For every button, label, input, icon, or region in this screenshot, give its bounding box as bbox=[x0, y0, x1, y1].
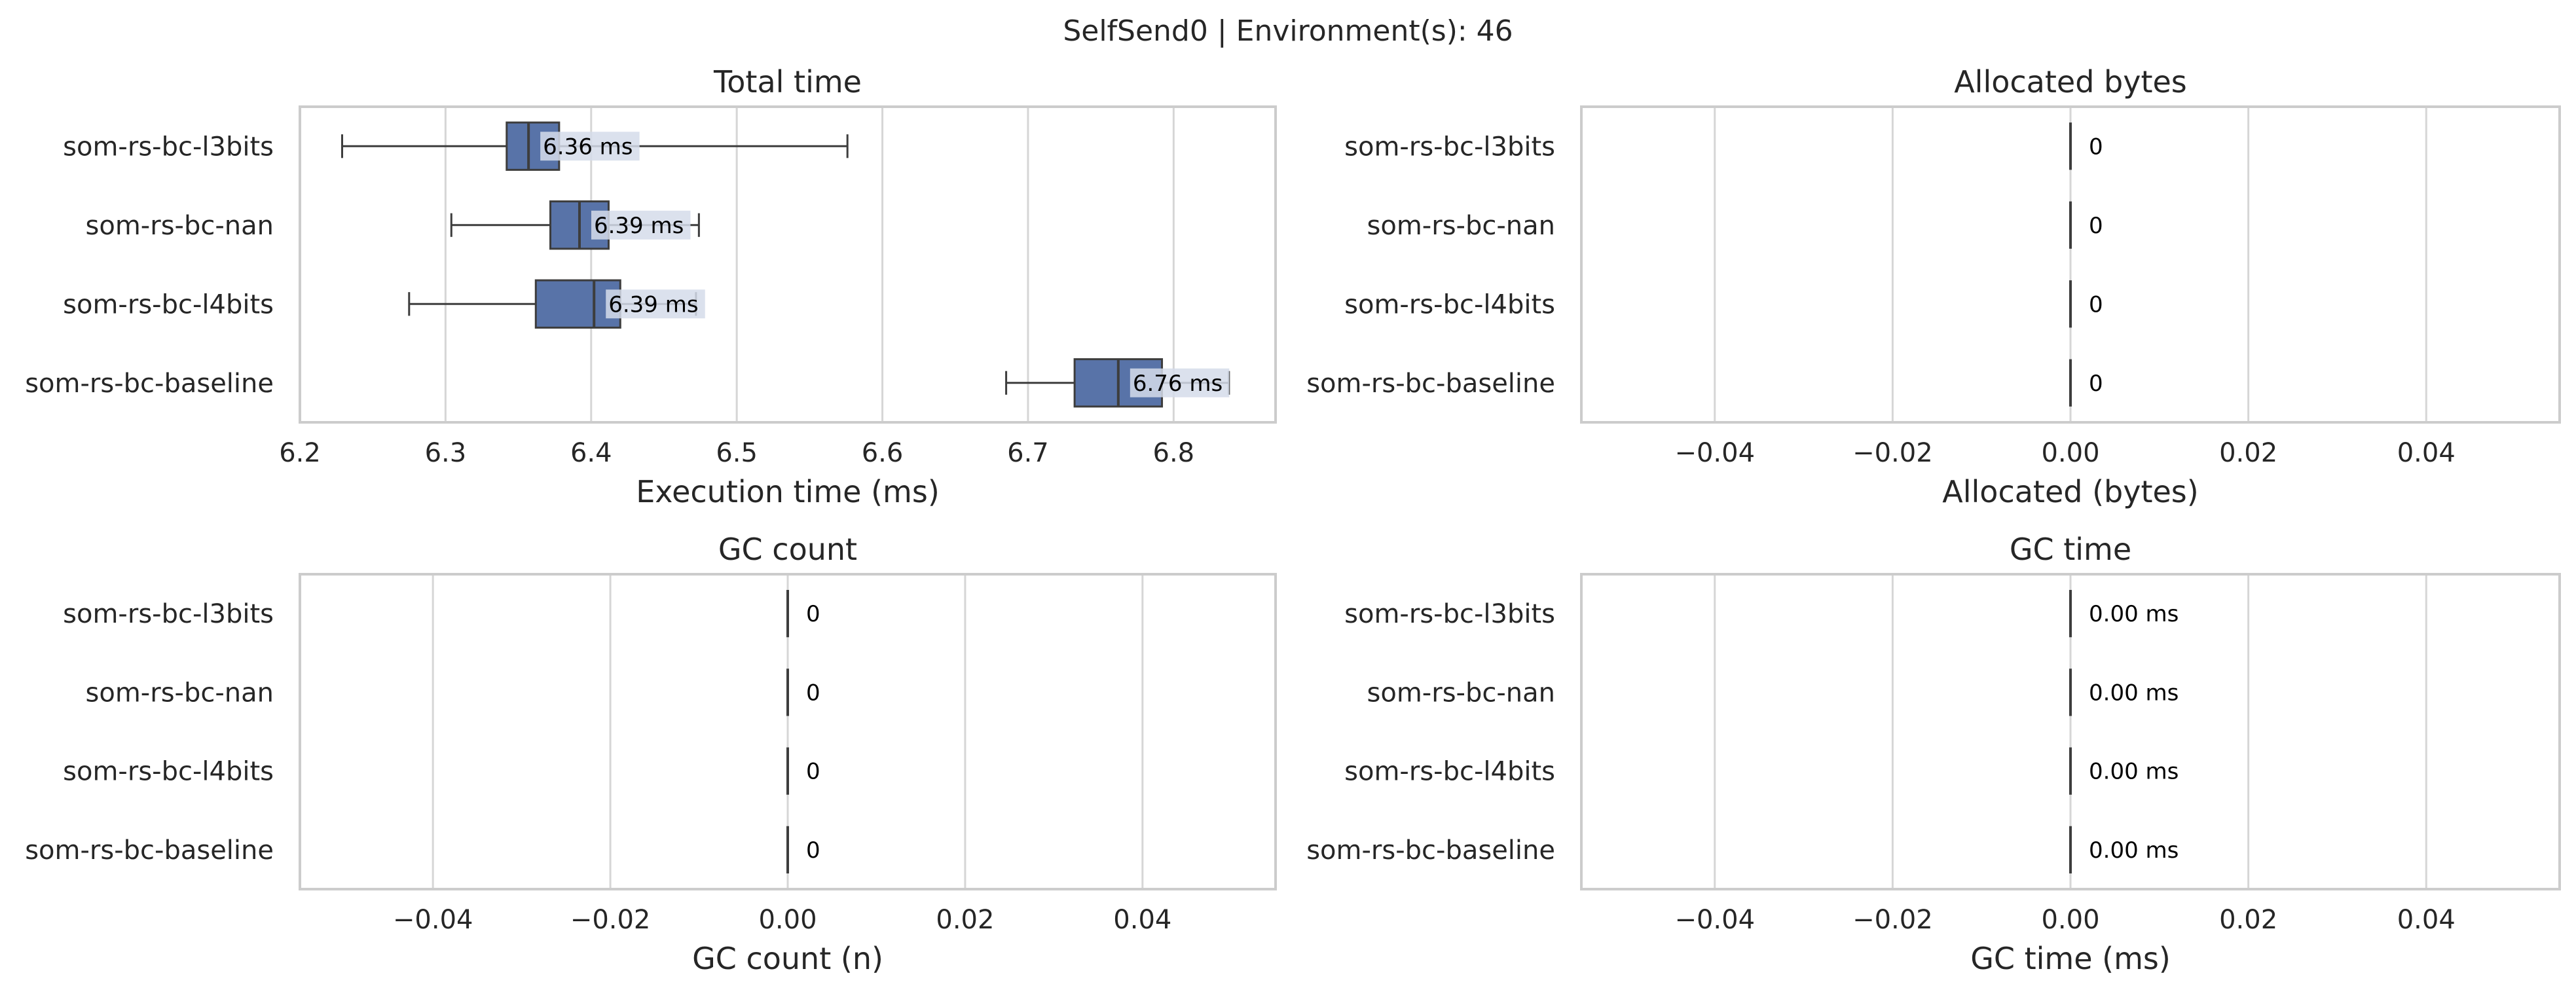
panel-title: Allocated bytes bbox=[1954, 64, 2187, 100]
data-label: 0 bbox=[806, 601, 820, 627]
x-tick-label: 0.04 bbox=[1113, 905, 1171, 935]
x-tick-label: 6.6 bbox=[862, 438, 904, 468]
data-label: 0 bbox=[2089, 291, 2103, 318]
x-tick-label: 0.02 bbox=[2219, 905, 2277, 935]
plot-frame bbox=[1580, 573, 2561, 890]
x-tick-label: 0.04 bbox=[2397, 438, 2456, 468]
box-plot: 0 bbox=[2069, 201, 2103, 249]
box-plot: 0 bbox=[786, 747, 820, 795]
panel-gc-count: GC count −0.04 −0.02 0.00 0.02 0.04 GC count (… bbox=[25, 532, 1277, 976]
x-tick-label: −0.04 bbox=[1674, 438, 1755, 468]
box-plot: 6.36 ms bbox=[340, 121, 849, 171]
data-label: 6.39 ms bbox=[608, 291, 698, 318]
data-label-background bbox=[1130, 368, 1230, 397]
x-axis-label: Allocated (bytes) bbox=[1942, 474, 2198, 509]
data-label-background bbox=[606, 289, 705, 319]
data-label-background bbox=[591, 210, 691, 240]
box-plot: 6.39 ms bbox=[408, 279, 705, 329]
x-tick-label: 6.5 bbox=[716, 438, 758, 468]
y-tick-label: som-rs-bc-l4bits bbox=[63, 757, 274, 787]
panel-title: GC time bbox=[2010, 532, 2131, 567]
y-tick-label: som-rs-bc-baseline bbox=[1306, 835, 1555, 866]
y-tick-label: som-rs-bc-baseline bbox=[25, 369, 274, 399]
x-axis-label: GC count (n) bbox=[692, 941, 883, 976]
box-plot: 0.00 ms bbox=[2069, 590, 2179, 638]
x-tick-label: 0.04 bbox=[2397, 905, 2456, 935]
x-tick-label: 6.4 bbox=[570, 438, 612, 468]
x-tick-label: 0.00 bbox=[2041, 438, 2099, 468]
data-label-background bbox=[540, 132, 640, 161]
data-label: 0.00 ms bbox=[2089, 837, 2179, 864]
x-tick-label: 0.00 bbox=[758, 905, 817, 935]
data-label: 6.76 ms bbox=[1133, 371, 1223, 397]
panel-title: Total time bbox=[713, 64, 862, 100]
x-tick-label: 0.02 bbox=[936, 905, 994, 935]
data-label: 0.00 ms bbox=[2089, 601, 2179, 627]
y-tick-label: som-rs-bc-nan bbox=[86, 211, 274, 241]
x-tick-label: 6.8 bbox=[1153, 438, 1195, 468]
y-tick-label: som-rs-bc-l4bits bbox=[63, 289, 274, 320]
y-tick-label: som-rs-bc-l3bits bbox=[1344, 132, 1555, 162]
panel-title: GC count bbox=[718, 532, 857, 567]
panel-gc-time: GC time −0.04 −0.02 0.00 0.02 0.04 GC time (ms… bbox=[1306, 532, 2561, 976]
y-tick-label: som-rs-bc-l3bits bbox=[63, 599, 274, 629]
y-tick-label: som-rs-bc-l3bits bbox=[1344, 599, 1555, 629]
y-tick-label: som-rs-bc-nan bbox=[1367, 211, 1555, 241]
data-label: 6.36 ms bbox=[543, 134, 633, 160]
box-plot: 0 bbox=[2069, 122, 2103, 170]
data-label: 0.00 ms bbox=[2089, 680, 2179, 706]
box-plot: 0 bbox=[786, 668, 820, 716]
y-tick-label: som-rs-bc-l4bits bbox=[1344, 289, 1555, 320]
x-tick-label: −0.02 bbox=[1852, 905, 1933, 935]
data-label: 0 bbox=[806, 759, 820, 785]
y-tick-label: som-rs-bc-nan bbox=[86, 678, 274, 708]
x-tick-label: 0.02 bbox=[2219, 438, 2277, 468]
x-axis-label: Execution time (ms) bbox=[636, 474, 940, 509]
box-plot: 0.00 ms bbox=[2069, 747, 2179, 795]
data-label: 0 bbox=[2089, 371, 2103, 397]
plot-frame bbox=[1580, 105, 2561, 424]
box-plot: 0.00 ms bbox=[2069, 668, 2179, 716]
panel-total-time: Total time 6.2 6.3 6.4 6.5 6.6 6.7 6.8 Execution… bbox=[25, 64, 1277, 509]
y-tick-label: som-rs-bc-baseline bbox=[25, 835, 274, 866]
box-plot: 0 bbox=[786, 590, 820, 638]
box-plot: 0 bbox=[2069, 359, 2103, 407]
panel-allocated-bytes: Allocated bytes −0.04 −0.02 0.00 0.02 0.04 All… bbox=[1306, 64, 2561, 509]
y-tick-label: som-rs-bc-baseline bbox=[1306, 369, 1555, 399]
box-plot: 0 bbox=[786, 826, 820, 873]
box-plot: 6.39 ms bbox=[450, 200, 700, 250]
x-tick-label: 6.2 bbox=[279, 438, 321, 468]
x-axis-label: GC time (ms) bbox=[1970, 941, 2171, 976]
x-tick-label: −0.04 bbox=[1674, 905, 1755, 935]
y-tick-label: som-rs-bc-l4bits bbox=[1344, 757, 1555, 787]
plot-frame bbox=[299, 105, 1277, 424]
data-label: 0.00 ms bbox=[2089, 759, 2179, 785]
box-plot: 6.76 ms bbox=[1005, 358, 1230, 408]
box-plot: 0 bbox=[2069, 280, 2103, 328]
x-tick-label: 6.3 bbox=[425, 438, 467, 468]
box-plot: 0.00 ms bbox=[2069, 826, 2179, 873]
y-tick-label: som-rs-bc-l3bits bbox=[63, 132, 274, 162]
x-tick-label: −0.02 bbox=[570, 905, 651, 935]
x-tick-label: −0.02 bbox=[1852, 438, 1933, 468]
x-tick-label: 0.00 bbox=[2041, 905, 2099, 935]
x-tick-label: −0.04 bbox=[393, 905, 473, 935]
data-label: 0 bbox=[2089, 213, 2103, 239]
data-label: 0 bbox=[2089, 134, 2103, 160]
x-tick-label: 6.7 bbox=[1007, 438, 1049, 468]
data-label: 0 bbox=[806, 837, 820, 864]
data-label: 6.39 ms bbox=[594, 213, 684, 239]
y-tick-label: som-rs-bc-nan bbox=[1367, 678, 1555, 708]
plot-frame bbox=[299, 573, 1277, 890]
figure-suptitle: SelfSend0 | Environment(s): 46 bbox=[1063, 14, 1513, 48]
data-label: 0 bbox=[806, 680, 820, 706]
